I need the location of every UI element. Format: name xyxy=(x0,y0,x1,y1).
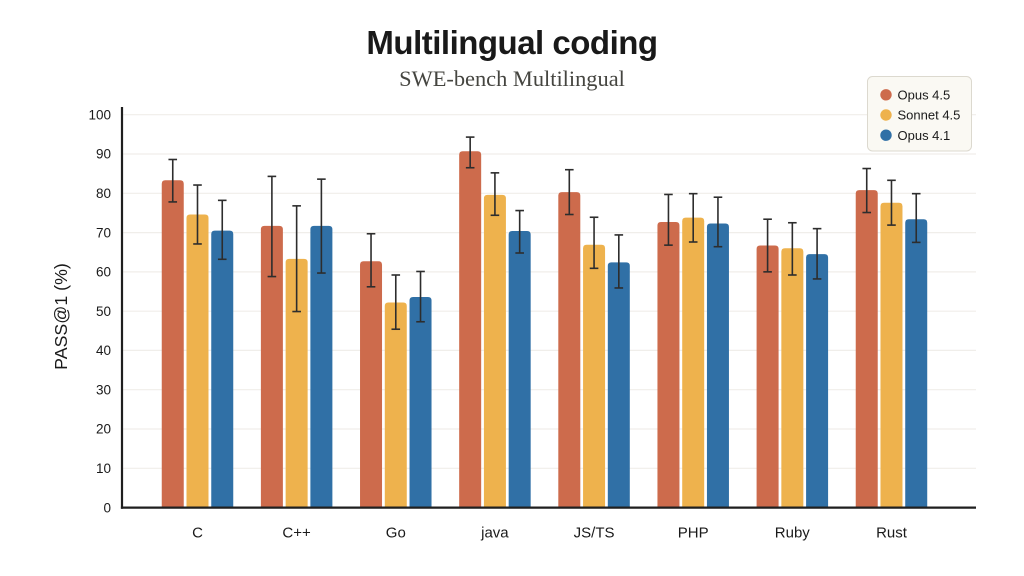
svg-text:Rust: Rust xyxy=(876,524,908,541)
svg-text:PASS@1 (%): PASS@1 (%) xyxy=(51,263,71,370)
svg-text:PHP: PHP xyxy=(678,524,709,541)
svg-text:Ruby: Ruby xyxy=(775,524,811,541)
svg-text:70: 70 xyxy=(96,225,111,240)
svg-text:100: 100 xyxy=(88,107,111,122)
svg-text:SWE-bench Multilingual: SWE-bench Multilingual xyxy=(399,66,625,91)
svg-text:Opus 4.5: Opus 4.5 xyxy=(898,87,951,102)
svg-text:C++: C++ xyxy=(282,524,311,541)
svg-text:30: 30 xyxy=(96,382,111,397)
svg-text:Sonnet 4.5: Sonnet 4.5 xyxy=(898,108,961,123)
svg-text:JS/TS: JS/TS xyxy=(574,524,615,541)
svg-text:Opus 4.1: Opus 4.1 xyxy=(898,128,951,143)
svg-text:20: 20 xyxy=(96,422,111,437)
svg-text:60: 60 xyxy=(96,265,111,280)
svg-text:50: 50 xyxy=(96,304,111,319)
svg-text:C: C xyxy=(192,524,203,541)
svg-text:Go: Go xyxy=(386,524,406,541)
svg-text:Multilingual coding: Multilingual coding xyxy=(366,24,657,61)
svg-text:90: 90 xyxy=(96,147,111,162)
svg-text:10: 10 xyxy=(96,461,111,476)
svg-text:80: 80 xyxy=(96,186,111,201)
svg-text:0: 0 xyxy=(103,500,111,515)
svg-text:40: 40 xyxy=(96,343,111,358)
svg-text:java: java xyxy=(480,524,509,541)
